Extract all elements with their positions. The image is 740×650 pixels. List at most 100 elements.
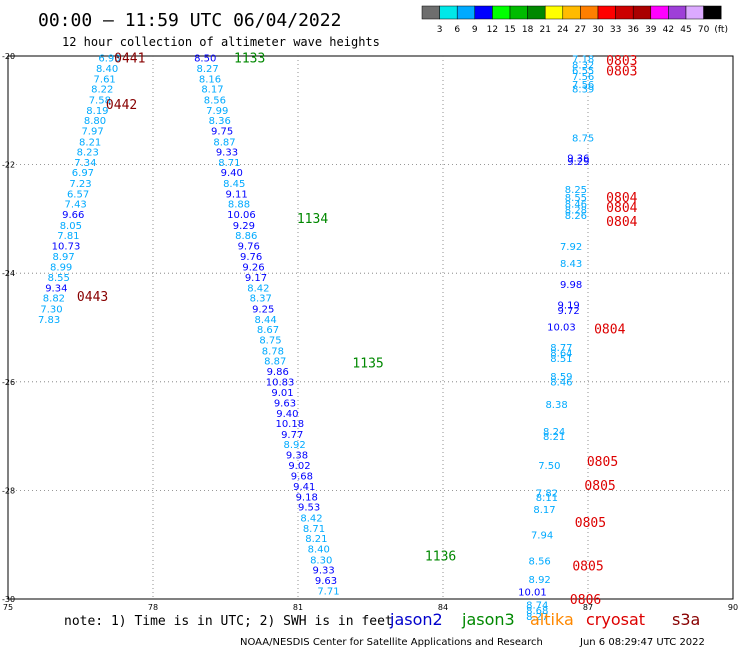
x-tick-label: 81 <box>293 603 303 612</box>
swh-value-label: 7.94 <box>531 530 553 541</box>
swh-value-label: 8.74 <box>526 600 548 611</box>
swh-value-label: 8.28 <box>565 206 587 217</box>
satellite-legend-jason2: jason2 <box>389 610 443 629</box>
swh-value-label: 7.58 <box>89 95 111 106</box>
colorbar-label: 6 <box>454 25 460 35</box>
swh-value-label: 8.30 <box>310 555 332 566</box>
colorbar-swatch <box>703 5 722 20</box>
swh-value-label: 9.76 <box>240 252 262 263</box>
swh-value-label: 8.99 <box>50 263 72 274</box>
swh-value-label: 6.93 <box>98 54 120 65</box>
swh-value-label: 8.46 <box>565 200 587 211</box>
swh-value-label: 8.42 <box>300 514 322 525</box>
swh-value-label: 8.44 <box>254 315 276 326</box>
y-tick-labels: -20 -22 -24 -26 -28 -30 <box>2 52 15 604</box>
swh-value-label: 8.26 <box>565 211 587 222</box>
swh-value-label: 9.19 <box>558 301 580 312</box>
footer-note: note: 1) Time is in UTC; 2) SWH is in fe… <box>64 614 393 629</box>
swh-value-label: 10.03 <box>547 322 576 333</box>
swh-value-label: 9.11 <box>225 189 247 200</box>
pass-time-label: 0803 <box>606 65 637 80</box>
swh-value-label: 7.50 <box>538 461 560 472</box>
colorbar-label: 9 <box>472 25 478 35</box>
swh-value-label: 7.83 <box>38 315 60 326</box>
colorbar-swatch <box>685 5 704 20</box>
x-tick-label: 84 <box>438 603 448 612</box>
swh-value-label: 8.50 <box>194 54 216 65</box>
swh-value-label: 10.01 <box>518 587 547 598</box>
swh-value-label: 8.92 <box>529 575 551 586</box>
swh-value-label: 8.46 <box>550 377 572 388</box>
swh-value-label: 9.17 <box>245 273 267 284</box>
colorbar-label: 39 <box>645 25 657 35</box>
pass-time-label: 0441 <box>114 52 145 67</box>
swh-value-label: 8.24 <box>543 427 565 438</box>
swh-value-label: 7.43 <box>65 200 87 211</box>
swh-value-label: 10.18 <box>275 419 304 430</box>
swh-value-label: 9.63 <box>274 398 296 409</box>
plot-frame <box>7 55 734 600</box>
pass-time-label: 0805 <box>572 559 603 574</box>
swh-points: 6.938.407.618.227.588.198.807.978.218.23… <box>38 54 594 623</box>
swh-value-label: 8.32 <box>572 61 594 72</box>
swh-value-label: 8.55 <box>48 273 70 284</box>
pass-time-label: 1136 <box>425 550 456 565</box>
pass-time-label: 1135 <box>352 356 383 371</box>
swh-value-label: 8.56 <box>529 556 551 567</box>
swh-value-label: 8.11 <box>536 493 558 504</box>
swh-value-label: 7.30 <box>40 304 62 315</box>
swh-value-label: 8.75 <box>572 133 594 144</box>
footer-timestamp: Jun 6 08:29:47 UTC 2022 <box>579 637 705 648</box>
satellite-legend-altika: altika <box>530 610 574 629</box>
y-tick-label: -22 <box>2 161 15 170</box>
swh-value-label: 9.26 <box>242 263 264 274</box>
swh-value-label: 8.59 <box>550 372 572 383</box>
pass-time-label: 0805 <box>587 455 618 470</box>
swh-value-label: 6.55 <box>572 66 594 77</box>
swh-value-label: 8.23 <box>77 148 99 159</box>
colorbar-label: 18 <box>522 25 534 35</box>
swh-value-label: 8.68 <box>526 606 548 617</box>
swh-value-label: 10.06 <box>227 210 256 221</box>
swh-value-label: 9.40 <box>221 168 243 179</box>
swh-value-label: 9.68 <box>291 472 313 483</box>
swh-value-label: 9.38 <box>286 451 308 462</box>
colorbar-swatch <box>544 5 564 20</box>
swh-value-label: 8.45 <box>223 179 245 190</box>
colorbar-swatch <box>527 5 546 20</box>
colorbar-label: 12 <box>487 25 498 35</box>
y-tick-label: -26 <box>2 378 15 387</box>
swh-value-label: 9.18 <box>296 492 318 503</box>
swh-value-label: 9.76 <box>238 242 260 253</box>
colorbar-label: 15 <box>504 25 515 35</box>
swh-value-label: 8.27 <box>526 612 548 623</box>
swh-value-label: 9.33 <box>216 148 238 159</box>
swh-value-label: 9.63 <box>315 576 337 587</box>
swh-value-label: 8.22 <box>91 85 113 96</box>
colorbar-swatch <box>421 5 440 20</box>
colorbar-label: 24 <box>557 25 569 35</box>
pass-time-label: 0804 <box>606 201 637 216</box>
swh-value-label: 8.64 <box>550 348 572 359</box>
swh-value-label: 6.97 <box>72 168 94 179</box>
swh-value-label: 9.77 <box>281 430 303 441</box>
pass-time-label: 0805 <box>584 479 615 494</box>
pass-time-label: 0804 <box>606 191 637 206</box>
grid-lines <box>8 56 733 599</box>
colorbar-label: 70 <box>698 25 710 35</box>
swh-value-label: 9.86 <box>267 367 289 378</box>
colorbar-label: 42 <box>663 25 674 35</box>
y-tick-label: -20 <box>2 52 15 61</box>
swh-value-label: 8.21 <box>543 432 565 443</box>
swh-value-label: 7.56 <box>572 72 594 83</box>
swh-value-label: 8.55 <box>565 193 587 204</box>
swh-value-label: 10.73 <box>52 242 81 253</box>
y-tick-label: -24 <box>2 269 15 278</box>
swh-value-label: 9.53 <box>298 503 320 514</box>
x-tick-labels: 75 78 81 84 87 90 <box>3 603 738 612</box>
chart-subtitle: 12 hour collection of altimeter wave hei… <box>62 35 380 49</box>
pass-time-label: 0804 <box>606 215 637 230</box>
x-tick-label: 90 <box>728 603 738 612</box>
